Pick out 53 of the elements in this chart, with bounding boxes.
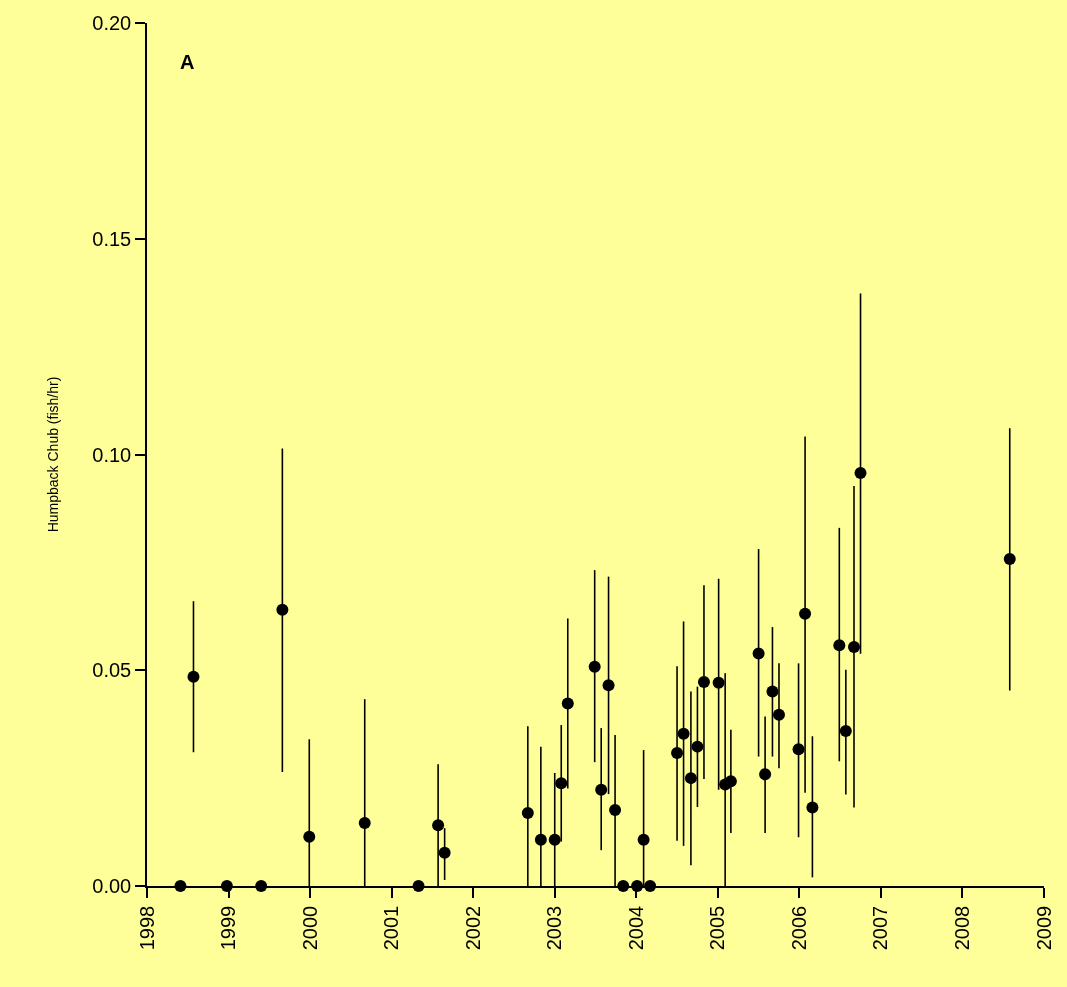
- point: [602, 679, 615, 692]
- point: [712, 676, 725, 689]
- point: [1003, 552, 1016, 565]
- x-tick-label: 2006: [787, 905, 810, 951]
- point: [595, 783, 608, 796]
- y-tick-label: 0.10: [92, 443, 132, 466]
- point: [588, 660, 601, 673]
- point: [303, 830, 316, 843]
- x-tick-label: 2001: [380, 905, 403, 951]
- point: [671, 747, 684, 760]
- point: [637, 833, 650, 846]
- x-tick-label: 2008: [950, 905, 973, 951]
- point: [691, 740, 704, 753]
- point: [561, 697, 574, 710]
- point: [806, 801, 819, 814]
- point: [839, 725, 852, 738]
- x-tick-label: 2009: [1032, 905, 1055, 951]
- point: [792, 743, 805, 756]
- y-axis-title: Humpback Chub (fish/hr): [45, 376, 62, 533]
- point: [548, 833, 561, 846]
- point: [276, 603, 289, 616]
- x-tick-label: 2005: [706, 905, 729, 951]
- point: [684, 772, 697, 785]
- x-tick-label: 2003: [543, 905, 566, 951]
- point: [833, 639, 846, 652]
- y-tick-label: 0.00: [92, 875, 132, 897]
- point: [521, 807, 534, 820]
- point: [848, 640, 860, 653]
- y-tick-label: 0.05: [92, 659, 132, 682]
- point: [759, 768, 772, 781]
- annotation: A: [180, 51, 195, 73]
- x-tick-label: 2002: [461, 905, 484, 951]
- point: [358, 817, 371, 829]
- x-tick-label: 1999: [217, 905, 240, 951]
- point: [752, 647, 765, 660]
- x-tick-label: 2004: [624, 905, 647, 951]
- x-tick-label: 1998: [135, 905, 158, 951]
- point: [555, 777, 568, 790]
- point: [677, 727, 690, 740]
- x-tick-label: 2007: [869, 905, 892, 951]
- point: [187, 670, 200, 683]
- point: [438, 846, 451, 859]
- point: [534, 833, 547, 846]
- y-tick-label: 0.15: [92, 227, 132, 250]
- point: [799, 607, 812, 620]
- point: [766, 685, 779, 698]
- point: [697, 675, 710, 688]
- point: [432, 819, 445, 832]
- point: [854, 467, 867, 480]
- point: [772, 708, 785, 721]
- y-tick-label: 0.20: [92, 12, 132, 34]
- point: [609, 804, 622, 817]
- x-tick-label: 2000: [298, 905, 321, 951]
